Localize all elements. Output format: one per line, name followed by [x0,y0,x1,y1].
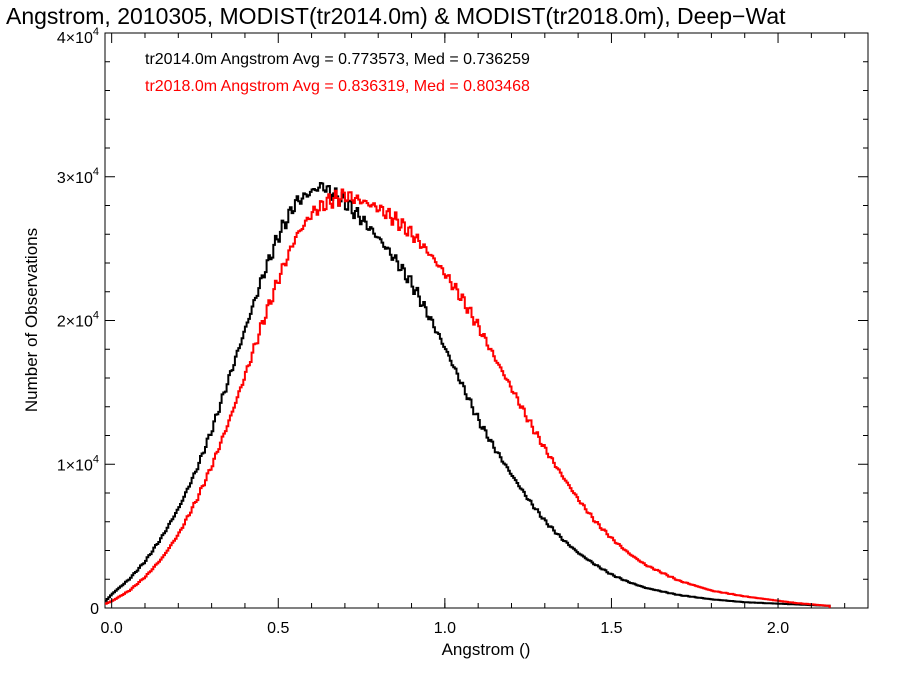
x-tick-label: 1.5 [600,620,622,637]
legend-annotation-tr2014: tr2014.0m Angstrom Avg = 0.773573, Med =… [145,51,530,68]
plot-frame [104,32,869,609]
y-tick-label: 1×104 [57,453,99,474]
series-line-tr2018 [105,188,831,608]
x-tick-label: 2.0 [767,620,789,637]
y-tick-label: 0 [90,601,99,618]
legend-annotation-tr2018: tr2018.0m Angstrom Avg = 0.836319, Med =… [145,78,530,95]
x-axis-label: Angstrom () [442,640,531,659]
x-axis-ticks: 0.0 0.5 1.0 1.5 2.0 [101,33,846,637]
y-tick-label: 4×104 [57,26,99,47]
y-axis-label: Number of Observations [22,228,41,412]
x-tick-label: 1.0 [434,620,456,637]
y-axis-ticks: 0 1×104 2×104 3×104 4×104 [57,26,868,618]
series-layer [105,182,831,608]
y-tick-label: 2×104 [57,310,99,331]
chart-title: Angstrom, 2010305, MODIST(tr2014.0m) & M… [6,3,786,29]
x-tick-label: 0.5 [267,620,289,637]
x-tick-label: 0.0 [101,620,123,637]
y-tick-label: 3×104 [57,166,99,187]
series-line-tr2014 [105,182,831,608]
